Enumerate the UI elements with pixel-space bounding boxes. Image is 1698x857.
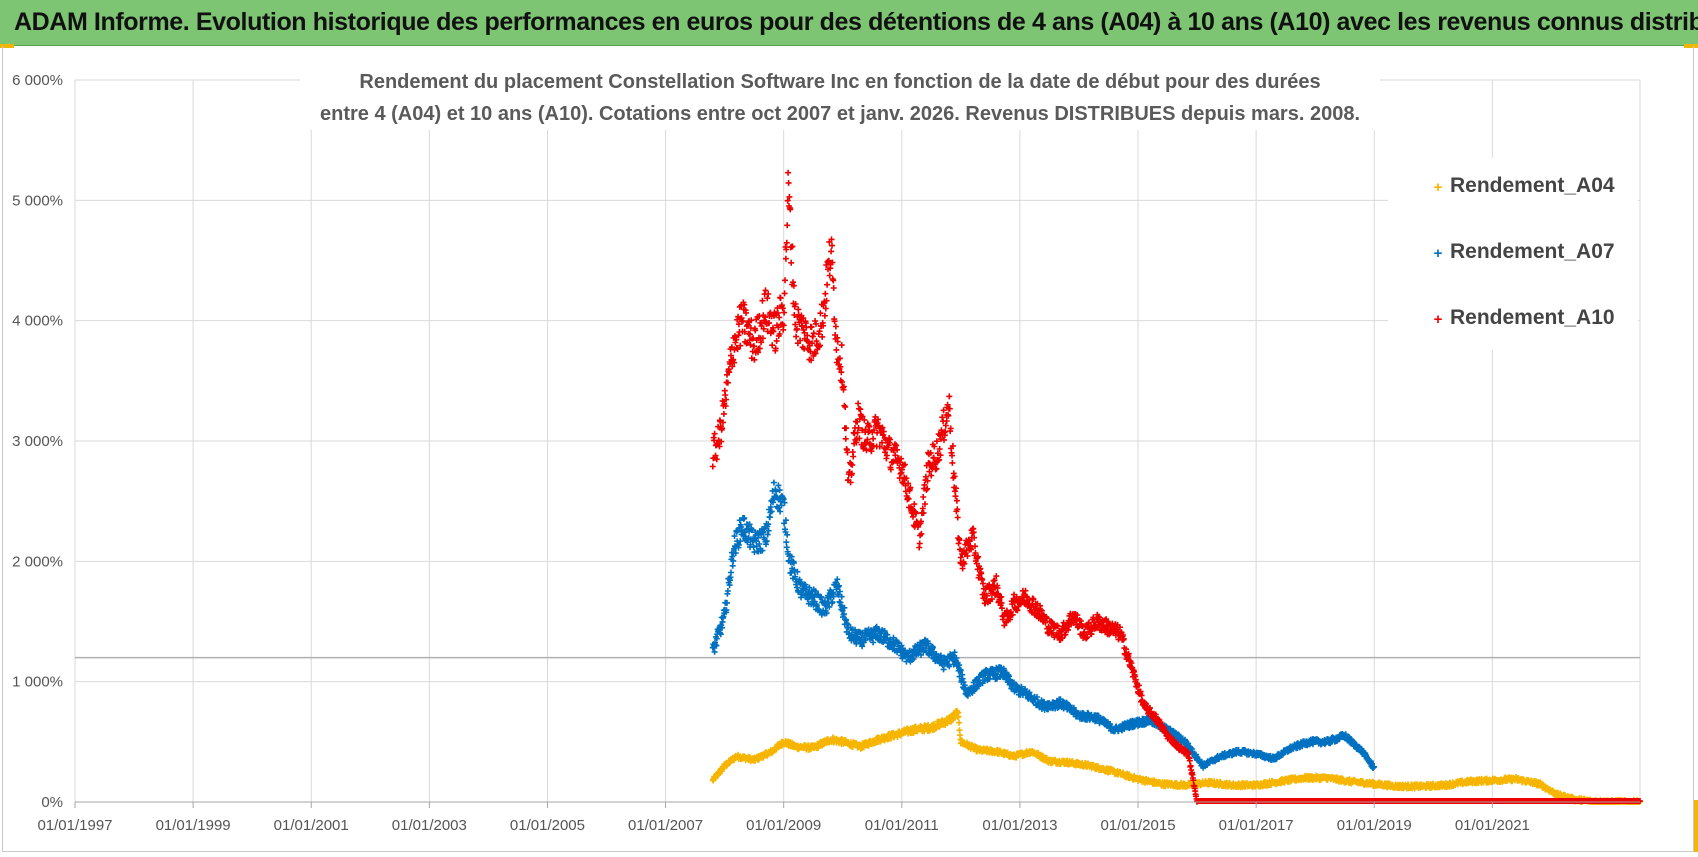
point-rendement-a10 <box>788 259 795 266</box>
point-rendement-a10 <box>785 179 792 186</box>
point-rendement-a10 <box>916 540 923 547</box>
point-rendement-a04 <box>956 719 963 726</box>
point-rendement-a10 <box>826 272 833 279</box>
point-rendement-a10 <box>920 494 927 500</box>
point-rendement-a10 <box>711 430 718 437</box>
point-rendement-a04 <box>955 713 962 720</box>
point-rendement-a10 <box>782 277 788 284</box>
point-rendement-a10 <box>850 453 857 460</box>
point-rendement-a10 <box>946 393 953 400</box>
point-rendement-a10 <box>769 342 776 349</box>
point-rendement-a10 <box>842 404 849 410</box>
corner-accent-top-right <box>1684 44 1698 48</box>
point-rendement-a10 <box>838 342 845 349</box>
corner-accent-bottom-right <box>1694 800 1698 852</box>
point-rendement-a10 <box>824 281 831 288</box>
point-rendement-a10 <box>709 463 716 470</box>
page-title: ADAM Informe. Evolution historique des p… <box>14 8 1698 36</box>
point-rendement-a07 <box>788 569 795 576</box>
point-rendement-a10 <box>793 333 800 340</box>
point-rendement-a10 <box>832 323 839 330</box>
point-rendement-a10 <box>785 169 792 176</box>
point-rendement-a10 <box>833 346 840 353</box>
point-rendement-a10 <box>777 295 784 302</box>
point-rendement-a10 <box>781 290 788 297</box>
chart-frame <box>2 46 1694 852</box>
point-rendement-a07 <box>728 569 734 576</box>
point-rendement-a10 <box>830 285 837 291</box>
point-rendement-a10 <box>749 348 756 355</box>
point-rendement-a10 <box>943 418 950 424</box>
point-rendement-a10 <box>720 410 727 417</box>
point-rendement-a10 <box>822 290 829 297</box>
series-layer <box>709 169 1643 805</box>
point-rendement-a10 <box>784 222 791 229</box>
point-rendement-a10 <box>954 514 961 521</box>
header-bar: ADAM Informe. Evolution historique des p… <box>0 0 1698 46</box>
corner-accent-top-left <box>0 44 14 48</box>
point-rendement-a10 <box>808 324 815 331</box>
point-rendement-a10 <box>809 333 816 340</box>
point-rendement-a10 <box>828 248 835 255</box>
point-rendement-a10 <box>722 392 729 398</box>
point-rendement-a07 <box>783 544 790 551</box>
point-rendement-a10 <box>851 430 858 437</box>
point-rendement-a10 <box>855 400 862 407</box>
point-rendement-a10 <box>949 459 956 466</box>
grid <box>74 79 1641 803</box>
